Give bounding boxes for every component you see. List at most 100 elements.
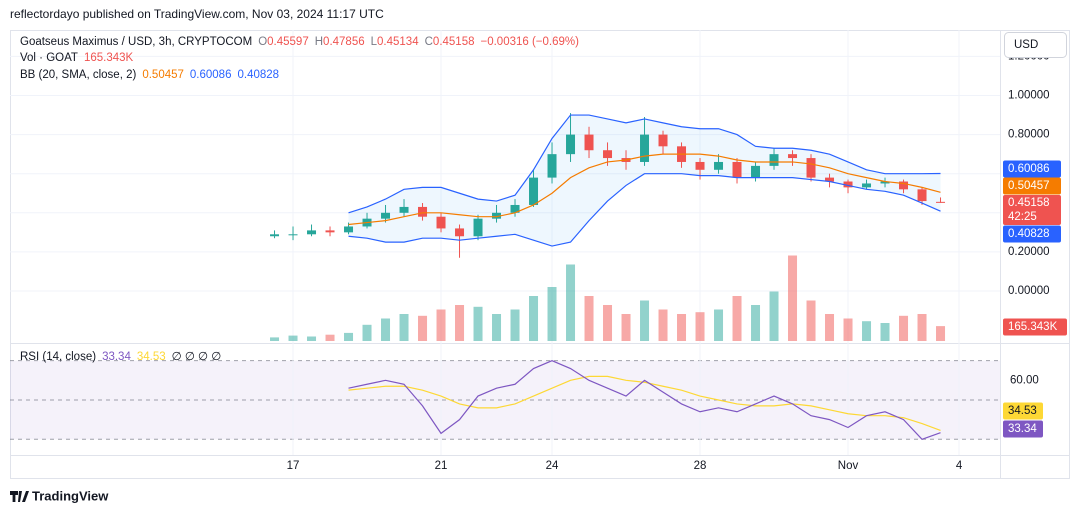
ohlc-value: 0.45158	[433, 36, 475, 48]
candle-body	[658, 134, 668, 147]
candle-body	[584, 134, 594, 151]
candle-body	[436, 216, 446, 229]
badge-label: 0.60086	[1008, 163, 1050, 175]
candle-body	[399, 206, 409, 213]
candle-body	[344, 226, 354, 233]
volume-bar	[584, 296, 594, 341]
symbol: Goatseus Maximus / USD, 3h, CRYPTOCOM	[20, 36, 252, 48]
candle-body	[307, 230, 317, 235]
change: −0.00316 (−0.69%)	[481, 36, 580, 48]
x-tick-label: 28	[694, 460, 707, 472]
legend-rsi: RSI (14, close) 33.34 34.53 ∅ ∅ ∅ ∅	[20, 351, 221, 363]
candle-body	[288, 234, 298, 236]
candle-body	[825, 177, 835, 182]
rsi-line	[348, 360, 941, 440]
candle-body	[381, 212, 391, 219]
candle-body	[566, 134, 576, 155]
volume-bar	[307, 336, 317, 341]
volume-bar	[788, 255, 798, 341]
bb-label: BB (20, SMA, close, 2)	[20, 69, 136, 81]
badge-label: 0.40828	[1008, 228, 1050, 240]
volume-bar	[621, 314, 631, 341]
volume-bar	[288, 335, 298, 341]
volume-bar	[862, 321, 872, 341]
volume-bar	[529, 296, 539, 341]
legend-volume: Vol · GOAT 165.343K	[20, 52, 134, 64]
volume-bar	[936, 326, 946, 341]
bb-upper-line	[348, 114, 941, 214]
volume-bar	[603, 305, 613, 341]
x-tick-label: 24	[546, 460, 559, 472]
candle-body	[603, 150, 613, 159]
logo	[10, 491, 29, 502]
ohlc-key: L	[371, 36, 378, 48]
price-badge	[1003, 420, 1043, 438]
badge-countdown: 42:25	[1008, 211, 1037, 223]
ohlc-value: 0.45597	[267, 36, 309, 48]
candle-body	[769, 154, 779, 166]
volume-bar	[566, 264, 576, 341]
volume-bar	[751, 305, 761, 341]
volume-bar	[344, 332, 354, 341]
volume-bar	[825, 314, 835, 341]
volume-bar	[473, 306, 483, 341]
candle-body	[510, 204, 520, 213]
y-tick-label: 0.80000	[1008, 129, 1050, 141]
candle-body	[547, 154, 557, 178]
candle-body	[325, 230, 335, 233]
bb-lower-line	[348, 173, 941, 247]
x-tick-label: Nov	[838, 460, 859, 472]
badge-label: 0.50457	[1008, 180, 1050, 192]
currency-label: USD	[1014, 39, 1038, 51]
volume-bar	[732, 296, 742, 341]
rsi-tick-label: 60.00	[1010, 374, 1039, 386]
bb-value: 0.50457	[142, 69, 184, 81]
ohlc-key: C	[425, 36, 433, 48]
currency-button[interactable]	[1004, 32, 1067, 58]
volume-bar	[880, 323, 890, 341]
volume-bar	[695, 312, 705, 341]
rsi-value: 33.34	[102, 351, 131, 363]
y-tick-label: 0.00000	[1008, 285, 1050, 297]
volume-bar	[640, 300, 650, 341]
legend-bb: BB (20, SMA, close, 2) 0.50457 0.60086 0.40…	[20, 69, 279, 81]
legend-main: Goatseus Maximus / USD, 3h, CRYPTOCOM O0.…	[20, 36, 579, 48]
rsi-ma-value: 34.53	[137, 351, 166, 363]
ohlc-value: 0.47856	[323, 36, 365, 48]
y-tick-label: 1.00000	[1008, 90, 1050, 102]
volume-bar	[455, 305, 465, 341]
candle-body	[418, 206, 428, 217]
candle-body	[455, 228, 465, 237]
x-tick-label: 4	[956, 460, 963, 472]
vol-label: Vol · GOAT	[20, 52, 78, 64]
price-badge	[1003, 195, 1061, 225]
candle-body	[732, 161, 742, 178]
price-badge	[1003, 160, 1061, 178]
volume-bar	[714, 309, 724, 341]
ohlc-key: O	[258, 36, 267, 48]
candle-body	[880, 181, 890, 184]
candle-body	[899, 181, 909, 190]
candle-body	[843, 181, 853, 188]
bb-value: 0.60086	[190, 69, 232, 81]
volume-bar	[270, 337, 280, 341]
badge-label: 0.45158	[1008, 197, 1050, 209]
volume-bar	[510, 309, 520, 341]
ohlc-value: 0.45134	[377, 36, 419, 48]
volume-bar	[325, 334, 335, 341]
price-badge	[1003, 318, 1067, 336]
candle-body	[473, 218, 483, 237]
candle-body	[695, 161, 705, 170]
candle-body	[788, 154, 798, 159]
volume-bar	[917, 314, 927, 341]
badge-label: 165.343K	[1008, 321, 1058, 333]
x-tick-label: 21	[435, 460, 448, 472]
y-tick-label: 0.20000	[1008, 246, 1050, 258]
candle-body	[492, 212, 502, 219]
published-note: reflectordayo published on TradingView.c…	[10, 7, 384, 21]
volume-bar	[899, 315, 909, 341]
candle-body	[529, 177, 539, 205]
candle-body	[714, 161, 724, 170]
chart-frame	[10, 30, 1070, 479]
